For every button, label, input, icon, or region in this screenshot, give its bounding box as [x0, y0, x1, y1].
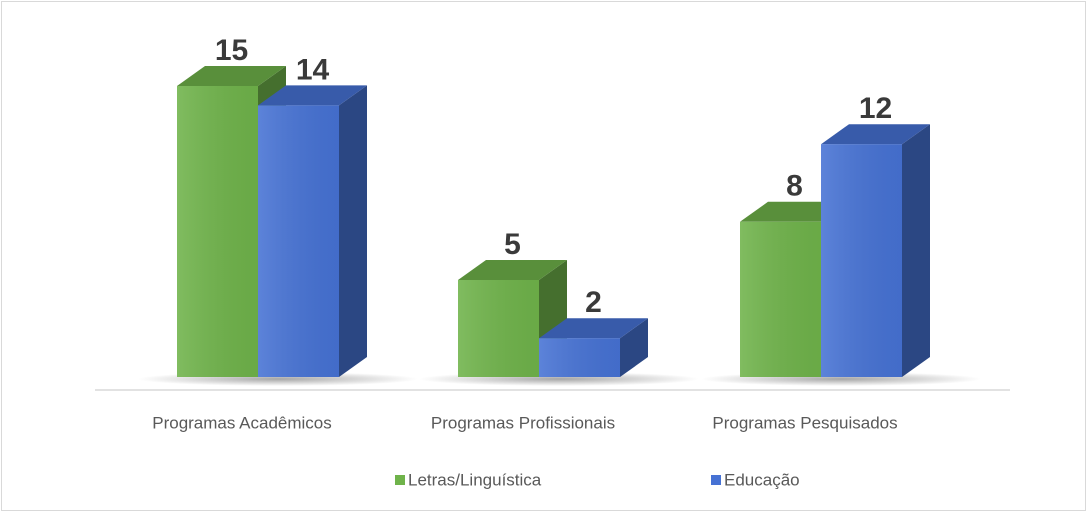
bar-front-shine: [740, 221, 821, 377]
x-tick-label: Programas Acadêmicos: [152, 413, 332, 432]
x-tick-label: Programas Profissionais: [431, 413, 615, 432]
legend-swatch: [395, 475, 405, 485]
bar-top: [177, 66, 286, 86]
bar-top: [821, 124, 930, 145]
legend-label: Letras/Linguística: [408, 470, 542, 489]
bar: [458, 260, 567, 377]
bar: [258, 85, 367, 378]
bar: [539, 318, 648, 377]
legend-label: Educação: [724, 470, 800, 489]
bar-front-shine: [258, 105, 339, 378]
bar-side: [620, 318, 648, 377]
data-label: 8: [786, 170, 803, 203]
data-label: 14: [296, 53, 330, 86]
bar-top: [258, 85, 367, 106]
bar-front-shine: [539, 338, 620, 377]
bar-front-shine: [458, 280, 539, 377]
legend-swatch: [711, 475, 721, 485]
data-label: 5: [504, 228, 521, 261]
bar-side: [902, 124, 930, 377]
data-label: 2: [585, 286, 602, 319]
data-label: 15: [215, 34, 248, 67]
bar-top: [458, 260, 567, 280]
bar: [821, 124, 930, 377]
bar-side: [339, 85, 367, 378]
data-label: 12: [859, 92, 892, 125]
x-tick-label: Programas Pesquisados: [712, 413, 897, 432]
bar-front-shine: [821, 144, 902, 377]
bar-top: [539, 318, 648, 339]
bar-front-shine: [177, 86, 258, 377]
